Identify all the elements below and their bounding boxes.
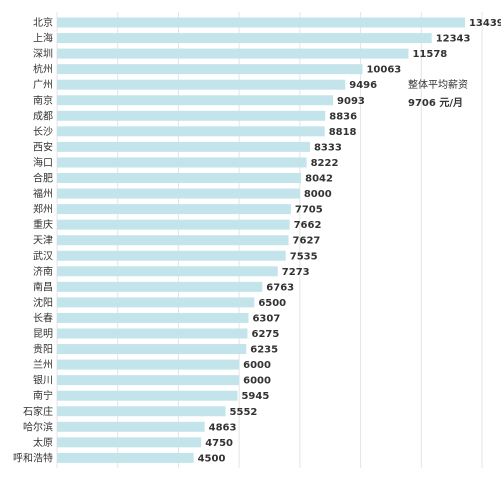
category-label: 合肥 <box>33 172 53 185</box>
category-label: 兰州 <box>33 358 53 371</box>
data-label: 7627 <box>293 236 321 247</box>
data-label: 8333 <box>314 142 342 153</box>
data-label: 6000 <box>243 376 271 387</box>
bar <box>57 328 248 339</box>
bar <box>57 17 465 28</box>
bar <box>57 250 286 261</box>
bar <box>57 48 409 59</box>
data-label: 6307 <box>252 313 280 324</box>
data-label: 9093 <box>337 96 365 107</box>
bar <box>57 281 263 292</box>
category-label: 成都 <box>33 110 53 122</box>
category-label: 重庆 <box>33 218 53 231</box>
category-label: 西安 <box>33 140 53 153</box>
bar <box>57 344 247 355</box>
bar <box>57 173 302 183</box>
bar <box>57 406 226 417</box>
data-label: 8000 <box>304 189 332 200</box>
data-label: 6275 <box>251 329 279 340</box>
category-label: 南昌 <box>33 280 53 293</box>
average-salary-label: 整体平均薪资 <box>408 80 468 91</box>
bar <box>57 33 432 44</box>
bar <box>57 141 310 152</box>
category-label: 北京 <box>33 16 53 29</box>
category-label: 长沙 <box>33 126 53 138</box>
data-label: 4750 <box>205 438 233 449</box>
bar <box>57 421 205 432</box>
data-label: 8818 <box>329 127 357 138</box>
category-label: 昆明 <box>33 328 53 340</box>
data-label: 8042 <box>305 174 333 185</box>
label-layer: 北京 13439 上海 12343 深圳 11578 杭州 10063 广州 9496 南京 9093… <box>13 16 501 464</box>
data-label: 5945 <box>241 391 269 402</box>
category-label: 武汉 <box>33 249 53 262</box>
data-label: 7273 <box>282 267 310 278</box>
category-label: 贵阳 <box>33 343 53 356</box>
bar <box>57 390 238 401</box>
bar <box>57 375 240 386</box>
data-label: 11578 <box>412 49 447 60</box>
category-label: 沈阳 <box>33 296 53 309</box>
category-label: 石家庄 <box>23 405 53 418</box>
bar <box>57 437 202 448</box>
category-label: 杭州 <box>33 63 53 76</box>
category-label: 天津 <box>33 235 53 247</box>
bar <box>57 312 249 323</box>
category-label: 太原 <box>33 436 53 449</box>
data-label: 7705 <box>295 205 323 216</box>
data-label: 4500 <box>198 453 226 464</box>
bar <box>57 204 291 215</box>
data-label: 6763 <box>266 282 294 293</box>
data-label: 13439 <box>469 18 501 29</box>
category-label: 长春 <box>33 312 53 324</box>
category-label: 上海 <box>33 32 53 45</box>
category-label: 广州 <box>33 79 53 91</box>
data-label: 4863 <box>209 422 237 433</box>
bar <box>57 297 255 308</box>
category-label: 海口 <box>33 156 53 169</box>
category-label: 南京 <box>33 94 53 107</box>
data-label: 9496 <box>349 80 377 91</box>
bar <box>57 64 363 75</box>
bar <box>57 157 307 168</box>
category-label: 呼和浩特 <box>13 452 53 464</box>
data-label: 8836 <box>329 111 357 122</box>
bar-layer <box>57 17 465 463</box>
bar <box>57 188 300 199</box>
data-label: 6000 <box>243 360 271 371</box>
category-label: 福州 <box>33 187 53 200</box>
bar <box>57 235 289 246</box>
bar <box>57 266 278 277</box>
average-salary-value: 9706 元/月 <box>408 98 463 109</box>
category-label: 深圳 <box>33 48 53 60</box>
category-label: 哈尔滨 <box>23 420 53 433</box>
bar <box>57 126 325 137</box>
category-label: 银川 <box>33 374 53 387</box>
data-label: 10063 <box>366 65 401 76</box>
data-label: 7535 <box>290 251 318 262</box>
data-label: 6500 <box>258 298 286 309</box>
bar <box>57 219 290 230</box>
bar <box>57 452 194 463</box>
category-label: 济南 <box>33 265 53 278</box>
data-label: 12343 <box>436 34 471 45</box>
data-label: 6235 <box>250 345 278 356</box>
bar <box>57 79 346 90</box>
data-label: 5552 <box>230 407 258 418</box>
category-label: 郑州 <box>33 203 53 216</box>
data-label: 7662 <box>294 220 322 231</box>
bar <box>57 110 326 121</box>
category-label: 南宁 <box>33 389 53 402</box>
bar <box>57 95 334 106</box>
data-label: 8222 <box>311 158 339 169</box>
bar <box>57 359 240 370</box>
